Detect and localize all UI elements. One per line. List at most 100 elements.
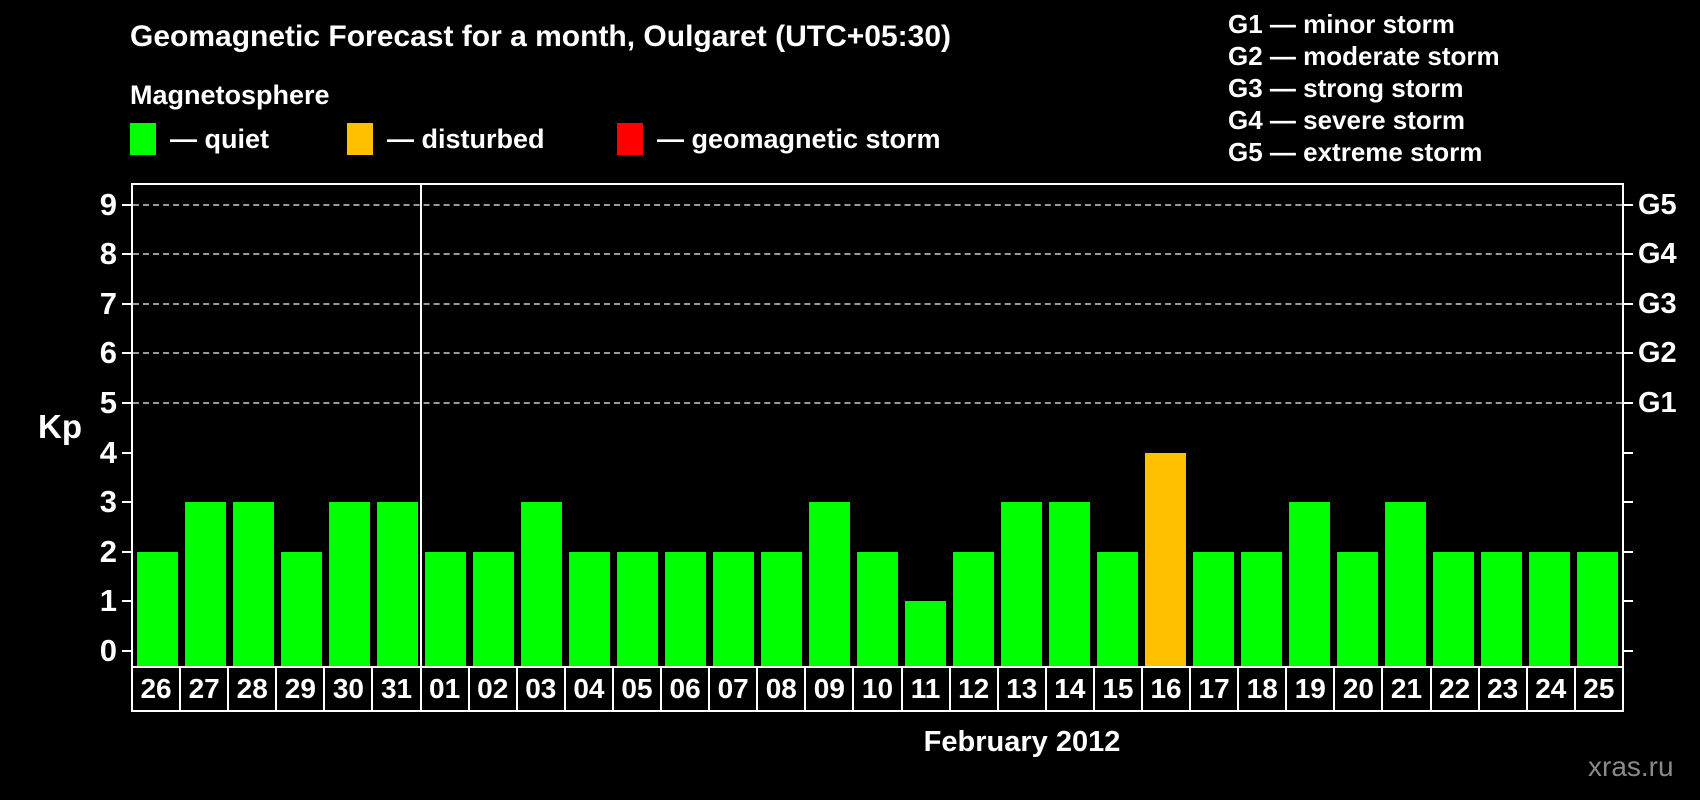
day-label-03: 03 [515, 666, 566, 712]
right-axis-tick [1624, 302, 1633, 305]
kp-bar-day-18 [1241, 551, 1283, 666]
right-axis-tick [1624, 451, 1633, 454]
g-scale-legend: G1 — minor storm G2 — moderate storm G3 — … [1228, 8, 1500, 168]
day-label-13: 13 [996, 666, 1047, 712]
kp-bar-day-03 [520, 502, 562, 666]
kp-bar-day-28 [232, 502, 274, 666]
y-axis-title: Kp [38, 408, 82, 445]
y-axis-tick [122, 203, 131, 206]
legend-entry-storm: — geomagnetic storm [617, 122, 941, 156]
day-label-30: 30 [323, 666, 374, 712]
y-axis-tick-label: 1 [99, 583, 117, 619]
y-axis-tick [122, 600, 131, 603]
right-axis-tick [1624, 203, 1633, 206]
legend-entry-disturbed: — disturbed [347, 122, 545, 156]
day-label-29: 29 [275, 666, 326, 712]
y-axis-tick [122, 402, 131, 404]
right-axis-tick [1624, 550, 1633, 553]
y-axis-tick-label: 2 [99, 533, 117, 569]
kp-bar-day-29 [280, 551, 322, 666]
right-axis-label-g5: G5 [1638, 188, 1677, 221]
gridline-kp7 [133, 302, 1622, 305]
y-axis-tick-label: 4 [99, 434, 117, 470]
kp-bar-day-02 [472, 551, 514, 666]
right-axis-label-g3: G3 [1638, 287, 1677, 320]
kp-bar-day-31 [376, 502, 418, 666]
legend-label-storm: — geomagnetic storm [657, 123, 941, 154]
day-label-05: 05 [611, 666, 663, 712]
day-label-02: 02 [467, 666, 518, 712]
day-label-09: 09 [804, 666, 855, 712]
y-axis-tick [122, 550, 131, 553]
y-axis-tick-label: 0 [99, 633, 117, 668]
kp-bar-day-23 [1481, 551, 1523, 666]
y-axis-tick [122, 451, 131, 454]
kp-bar-day-19 [1289, 502, 1331, 666]
kp-bar-day-25 [1577, 551, 1619, 666]
day-label-10: 10 [852, 666, 903, 712]
day-label-08: 08 [756, 666, 807, 712]
right-axis-label-g4: G4 [1638, 238, 1677, 271]
day-label-18: 18 [1237, 666, 1288, 712]
kp-bar-day-24 [1529, 551, 1571, 666]
x-axis-day-labels: 26 27 28 29 30 31 01 02 03 04 05 06 07 08 09 10 11 12 13 14… [131, 666, 1624, 712]
y-axis-tick-label: 5 [99, 385, 117, 420]
day-label-27: 27 [179, 666, 230, 712]
g-legend-line-2: G2 — moderate storm [1228, 41, 1500, 71]
right-axis-tick [1624, 402, 1633, 404]
right-axis-tick [1624, 600, 1633, 603]
kp-bar-day-27 [184, 502, 226, 666]
day-label-25: 25 [1573, 666, 1624, 712]
day-label-15: 15 [1092, 666, 1143, 712]
y-axis-tick [122, 302, 131, 305]
kp-bar-day-09 [808, 502, 850, 666]
kp-bar-day-07 [712, 551, 754, 666]
day-label-16: 16 [1140, 666, 1192, 712]
g-legend-line-5: G5 — extreme storm [1228, 137, 1483, 167]
y-axis-tick [122, 650, 131, 652]
g-legend-line-4: G4 — severe storm [1228, 105, 1466, 135]
kp-bar-day-30 [328, 502, 370, 666]
kp-bar-day-26 [136, 551, 178, 666]
legend-label-disturbed: — disturbed [387, 123, 545, 154]
day-label-19: 19 [1285, 666, 1336, 712]
y-axis-tick-label: 7 [99, 285, 117, 321]
day-label-24: 24 [1525, 666, 1576, 712]
kp-bar-day-21 [1385, 502, 1427, 666]
day-label-28: 28 [227, 666, 278, 712]
day-label-04: 04 [563, 666, 614, 712]
kp-bar-day-13 [1001, 502, 1043, 666]
legend-entry-quiet: — quiet [130, 122, 269, 156]
legend-label-quiet: — quiet [170, 123, 269, 154]
storm-color-swatch [617, 123, 643, 155]
right-axis-tick [1624, 253, 1633, 256]
y-axis-tick-label: 9 [99, 186, 117, 222]
day-label-12: 12 [948, 666, 999, 712]
gridline-kp6 [133, 352, 1622, 355]
day-label-01: 01 [419, 666, 470, 712]
kp-bar-day-08 [760, 551, 802, 666]
kp-bar-day-22 [1433, 551, 1475, 666]
watermark: xras.ru [1588, 751, 1674, 782]
y-axis-tick-label: 3 [99, 484, 117, 520]
kp-bar-day-04 [568, 551, 610, 666]
gridline-kp9 [133, 203, 1622, 206]
g-legend-line-3: G3 — strong storm [1228, 73, 1464, 103]
kp-bar-day-01 [424, 551, 466, 666]
chart-title: Geomagnetic Forecast for a month, Oulgar… [130, 20, 952, 53]
right-axis-tick [1624, 650, 1633, 652]
right-axis-label-g2: G2 [1638, 337, 1677, 370]
gridline-kp8 [133, 253, 1622, 256]
day-label-21: 21 [1381, 666, 1432, 712]
kp-bar-day-06 [664, 551, 706, 666]
y-axis-tick-label: 6 [99, 335, 117, 371]
y-axis-tick [122, 501, 131, 504]
kp-bar-day-12 [953, 551, 995, 666]
y-axis-tick [122, 253, 131, 256]
day-label-07: 07 [708, 666, 759, 712]
day-label-11: 11 [900, 666, 951, 712]
day-label-17: 17 [1189, 666, 1240, 712]
kp-bar-day-20 [1337, 551, 1379, 666]
kp-bar-day-11 [905, 601, 947, 666]
day-label-20: 20 [1333, 666, 1384, 712]
